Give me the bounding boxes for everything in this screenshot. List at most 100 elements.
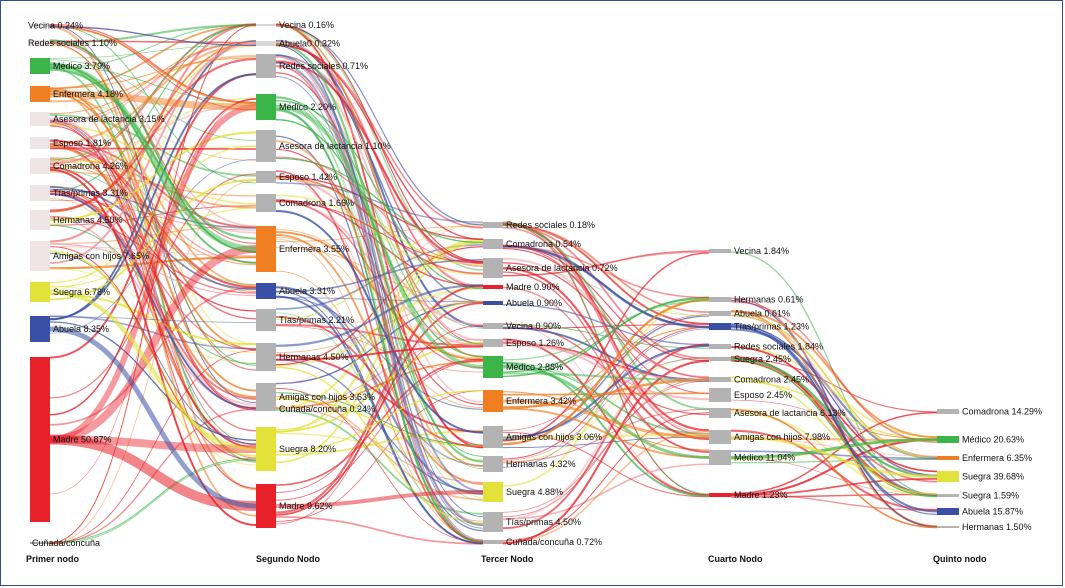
node-esposo[interactable]: [256, 171, 276, 183]
node-hermanas[interactable]: [30, 210, 50, 230]
flow-link: [49, 125, 257, 411]
flow-link: [730, 346, 938, 438]
flow-link: [275, 182, 484, 223]
node-asesora-de-lactancia[interactable]: [256, 130, 276, 162]
node-hermanas[interactable]: [256, 343, 276, 371]
node-cunada-concuna[interactable]: [30, 542, 50, 544]
stage-label: Tercer Nodo: [481, 554, 534, 564]
node-comadrona[interactable]: [709, 377, 731, 382]
node-medico[interactable]: [483, 356, 503, 378]
node-label-abuela: Abuela 3.31%: [279, 286, 335, 296]
flow-link: [275, 430, 484, 456]
node-suegra[interactable]: [709, 357, 731, 361]
node-suegra[interactable]: [256, 427, 276, 471]
node-suegra[interactable]: [483, 482, 503, 502]
flow-link: [49, 98, 257, 416]
node-amigas-con-hijos[interactable]: [30, 241, 50, 271]
node-asesora-de-lactancia[interactable]: [483, 258, 503, 278]
flow-link: [49, 131, 257, 222]
flow-link: [275, 110, 484, 543]
flow-link: [49, 24, 257, 161]
node-tias-primas[interactable]: [256, 309, 276, 331]
node-asesora-de-lactancia[interactable]: [709, 408, 731, 418]
node-madre[interactable]: [30, 357, 50, 522]
flow-link: [49, 42, 257, 244]
flow-link: [275, 358, 484, 486]
node-abuela[interactable]: [709, 311, 731, 316]
flow-link: [49, 457, 257, 543]
node-abuela[interactable]: [483, 301, 503, 305]
node-medico[interactable]: [709, 450, 731, 465]
flow-link: [502, 328, 710, 468]
flow-band: [49, 245, 257, 444]
node-esposo[interactable]: [483, 339, 503, 347]
node-tias-primas[interactable]: [30, 185, 50, 201]
node-esposo[interactable]: [709, 388, 731, 402]
node-suegra[interactable]: [30, 282, 50, 302]
node-redes-sociales[interactable]: [483, 222, 503, 228]
flow-link: [730, 310, 938, 439]
node-amigas-con-hijos[interactable]: [256, 383, 276, 411]
node-hermanas[interactable]: [937, 526, 959, 528]
node-enfermera[interactable]: [937, 456, 959, 460]
node-medico[interactable]: [256, 94, 276, 120]
flow-link: [502, 250, 710, 277]
node-enfermera[interactable]: [483, 390, 503, 412]
flow-link: [49, 186, 257, 446]
node-label-amigas-con-hijos: Amigas con hijos 3.06%: [506, 432, 602, 442]
flow-link: [275, 284, 484, 514]
flow-link: [275, 360, 484, 409]
flow-link: [49, 246, 257, 256]
node-madre[interactable]: [483, 285, 503, 289]
node-redes-sociales[interactable]: [256, 54, 276, 78]
node-suegra[interactable]: [937, 494, 959, 497]
node-abuela0[interactable]: [256, 41, 276, 46]
flow-link: [502, 380, 710, 513]
node-amigas-con-hijos[interactable]: [709, 430, 731, 444]
flow-link: [275, 104, 484, 329]
node-madre[interactable]: [256, 484, 276, 528]
node-enfermera[interactable]: [256, 226, 276, 272]
flow-link: [49, 41, 257, 126]
node-vecina[interactable]: [483, 323, 503, 329]
node-abuela[interactable]: [30, 316, 50, 342]
node-hermanas[interactable]: [709, 297, 731, 302]
flow-link: [502, 223, 710, 411]
flow-link: [275, 270, 484, 522]
node-vecina[interactable]: [256, 24, 276, 26]
node-medico[interactable]: [30, 58, 50, 74]
node-label-medico: Médico 3.79%: [53, 61, 110, 71]
node-cunada-concuna[interactable]: [483, 540, 503, 544]
node-asesora-de-lactancia[interactable]: [30, 112, 50, 126]
stage-label: Segundo Nodo: [256, 554, 320, 564]
node-label-redes-sociales: Redes sociales 1.10%: [28, 38, 117, 48]
node-abuela[interactable]: [937, 508, 959, 515]
node-hermanas[interactable]: [483, 456, 503, 472]
node-esposo[interactable]: [30, 137, 50, 149]
node-vecina[interactable]: [709, 249, 731, 253]
node-suegra[interactable]: [937, 471, 959, 482]
node-medico[interactable]: [937, 436, 959, 443]
node-tias-primas[interactable]: [483, 512, 503, 532]
node-abuela[interactable]: [256, 283, 276, 299]
node-comadrona[interactable]: [483, 239, 503, 249]
flow-link: [502, 225, 710, 317]
node-enfermera[interactable]: [30, 86, 50, 102]
node-redes-sociales[interactable]: [709, 344, 731, 349]
node-cunada-concuna[interactable]: [256, 407, 276, 411]
flow-link: [275, 25, 484, 226]
node-label-redes-sociales: Redes sociales 0.71%: [279, 61, 368, 71]
node-label-hermanas: Hermanas 1.50%: [962, 522, 1032, 532]
node-madre[interactable]: [709, 493, 731, 497]
node-comadrona[interactable]: [30, 158, 50, 174]
node-redes-sociales[interactable]: [30, 40, 50, 46]
flow-link: [275, 199, 484, 287]
node-amigas-con-hijos[interactable]: [483, 426, 503, 448]
node-vecina[interactable]: [30, 24, 50, 27]
node-label-madre: Madre 1.23%: [734, 490, 788, 500]
node-comadrona[interactable]: [937, 409, 959, 414]
node-tias-primas[interactable]: [709, 323, 731, 330]
node-comadrona[interactable]: [256, 194, 276, 212]
flow-link: [49, 316, 257, 323]
flow-link: [502, 408, 710, 463]
